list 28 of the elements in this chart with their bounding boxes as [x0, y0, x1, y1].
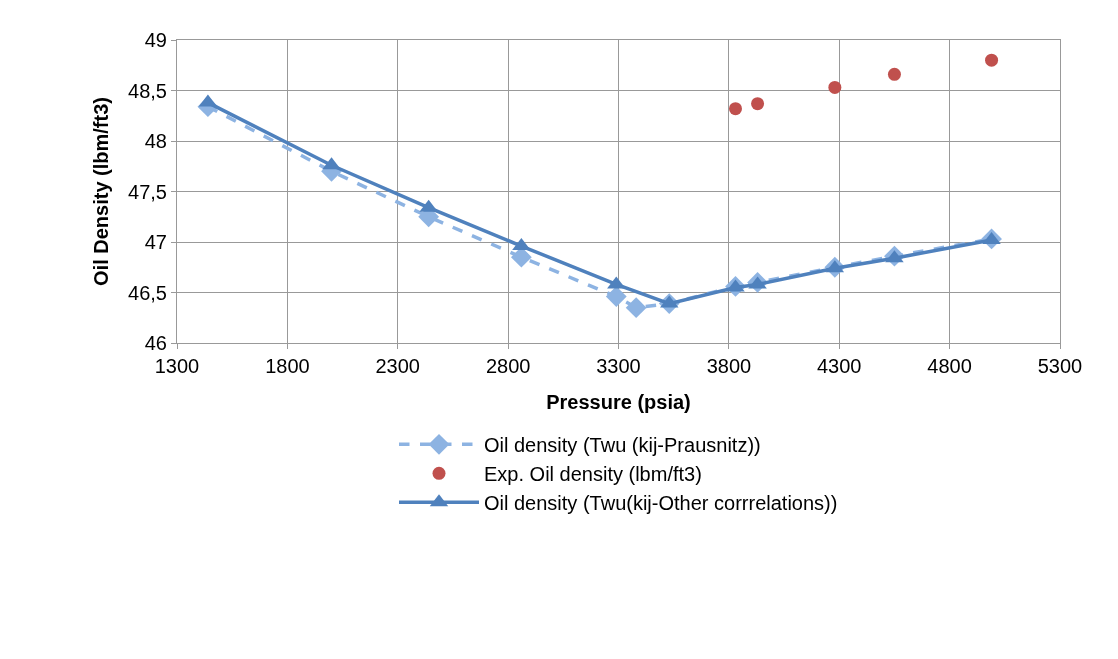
x-tick-label: 3300 [596, 355, 641, 377]
x-tick-label: 5300 [1037, 355, 1083, 377]
y-tick-label: 48 [144, 130, 167, 152]
y-tick-label: 47,5 [128, 180, 167, 203]
y-tick-label: 46 [144, 332, 167, 354]
x-tick-label: 2800 [485, 355, 531, 377]
point [625, 297, 647, 319]
point [985, 53, 999, 67]
x-tick-label: 1300 [154, 355, 200, 377]
x-axis-title: Pressure (psia) [546, 390, 691, 413]
x-tick-label: 4800 [927, 355, 972, 377]
y-axis-title: Oil Density (lbm/ft3) [89, 97, 112, 286]
legend-label: Oil density (Twu (kij-Prausnitz)) [484, 434, 761, 457]
point [887, 67, 901, 81]
x-tick-label: 3800 [706, 355, 752, 377]
x-tick-label: 2300 [375, 355, 420, 377]
point [605, 286, 627, 307]
point [729, 102, 742, 116]
point [828, 80, 842, 94]
legend-label: Oil density (Twu(kij-Other corrrelations)) [484, 492, 838, 515]
point [751, 97, 765, 111]
y-tick-label: 48,5 [128, 79, 167, 102]
y-tick-label: 47 [144, 231, 167, 253]
y-tick-label: 46,5 [128, 281, 167, 304]
legend-label: Exp. Oil density (lbm/ft3) [484, 463, 702, 486]
x-tick-label: 1800 [265, 355, 310, 377]
y-tick-label: 49 [144, 29, 167, 51]
x-tick-label: 4300 [817, 355, 862, 377]
